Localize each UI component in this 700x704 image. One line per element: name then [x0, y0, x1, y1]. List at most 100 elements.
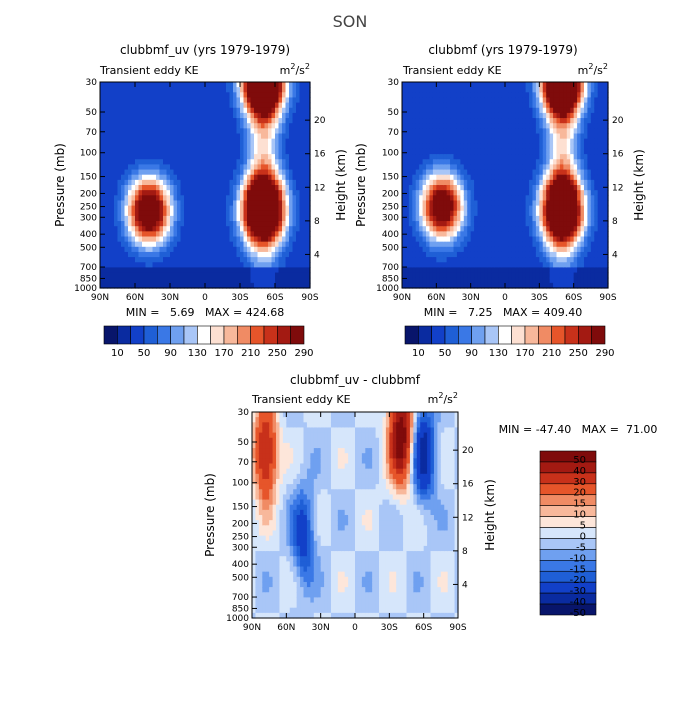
contour-cell	[212, 237, 216, 243]
contour-cell	[135, 242, 139, 248]
contour-cell	[125, 123, 129, 129]
contour-cell	[174, 170, 178, 176]
contour-cell	[409, 149, 413, 155]
contour-cell	[272, 103, 276, 109]
contour-cell	[300, 118, 304, 124]
contour-cell	[272, 97, 276, 103]
contour-cell	[132, 175, 136, 181]
contour-cell	[177, 97, 181, 103]
contour-cell	[419, 237, 423, 243]
contour-cell	[244, 128, 248, 134]
contour-cell	[111, 144, 115, 150]
contour-cell	[488, 273, 492, 279]
contour-cell	[591, 113, 595, 119]
contour-cell	[467, 206, 471, 212]
contour-cell	[598, 273, 602, 279]
contour-cell	[160, 242, 164, 248]
contour-cell	[240, 180, 244, 186]
contour-cell	[279, 190, 283, 196]
contour-cell	[519, 206, 523, 212]
contour-cell	[594, 134, 598, 140]
contour-cell	[279, 97, 283, 103]
contour-cell	[577, 139, 581, 145]
contour-cell	[495, 113, 499, 119]
contour-cell	[139, 257, 143, 263]
contour-cell	[526, 257, 530, 263]
contour-cell	[279, 164, 283, 170]
contour-cell	[529, 113, 533, 119]
contour-cell	[216, 185, 220, 191]
contour-cell	[121, 211, 125, 217]
contour-cell	[498, 87, 502, 93]
contour-cell	[508, 206, 512, 212]
contour-cell	[125, 118, 129, 124]
contour-cell	[478, 262, 482, 268]
contour-cell	[254, 267, 258, 273]
contour-cell	[258, 221, 262, 227]
contour-cell	[296, 216, 300, 222]
contour-cell	[412, 237, 416, 243]
contour-cell	[226, 180, 230, 186]
contour-cell	[184, 154, 188, 160]
contour-cell	[191, 221, 195, 227]
contour-cell	[440, 273, 444, 279]
contour-cell	[100, 200, 104, 206]
contour-cell	[261, 206, 265, 212]
contour-cell	[546, 247, 550, 253]
contour-cell	[457, 159, 461, 165]
contour-cell	[419, 144, 423, 150]
contour-cell	[409, 164, 413, 170]
contour-cell	[181, 231, 185, 237]
contour-cell	[495, 257, 499, 263]
contour-cell	[198, 216, 202, 222]
contour-cell	[423, 206, 427, 212]
contour-cell	[426, 252, 430, 258]
contour-cell	[584, 180, 588, 186]
contour-cell	[478, 267, 482, 273]
contour-cell	[519, 211, 523, 217]
contour-cell	[251, 242, 255, 248]
contour-cell	[464, 164, 468, 170]
contour-cell	[436, 237, 440, 243]
contour-cell	[433, 252, 437, 258]
contour-cell	[440, 175, 444, 181]
contour-cell	[584, 262, 588, 268]
contour-cell	[268, 175, 272, 181]
contour-cell	[244, 211, 248, 217]
contour-cell	[412, 221, 416, 227]
contour-cell	[282, 170, 286, 176]
contour-cell	[118, 154, 122, 160]
contour-cell	[484, 164, 488, 170]
contour-cell	[447, 226, 451, 232]
contour-cell	[601, 226, 605, 232]
contour-cell	[296, 118, 300, 124]
contour-cell	[440, 113, 444, 119]
contour-cell	[226, 118, 230, 124]
contour-cell	[198, 82, 202, 88]
contour-cell	[601, 267, 605, 273]
contour-cell	[195, 128, 199, 134]
contour-cell	[258, 139, 262, 145]
contour-cell	[209, 170, 213, 176]
contour-cell	[515, 154, 519, 160]
contour-cell	[405, 92, 409, 98]
contour-cell	[275, 159, 279, 165]
contour-cell	[135, 87, 139, 93]
contour-cell	[132, 267, 136, 273]
contour-cell	[515, 206, 519, 212]
contour-cell	[205, 226, 209, 232]
contour-cell	[293, 92, 297, 98]
contour-cell	[289, 211, 293, 217]
contour-cell	[460, 159, 464, 165]
y-tick-label: 30	[86, 78, 98, 88]
contour-cell	[546, 195, 550, 201]
contour-cell	[125, 144, 129, 150]
contour-cell	[247, 134, 251, 140]
contour-cell	[550, 211, 554, 217]
contour-cell	[303, 221, 307, 227]
contour-cell	[508, 195, 512, 201]
contour-cell	[149, 195, 153, 201]
panel-2-ylabel: Pressure (mb)	[354, 143, 368, 227]
contour-cell	[488, 252, 492, 258]
contour-cell	[423, 170, 427, 176]
